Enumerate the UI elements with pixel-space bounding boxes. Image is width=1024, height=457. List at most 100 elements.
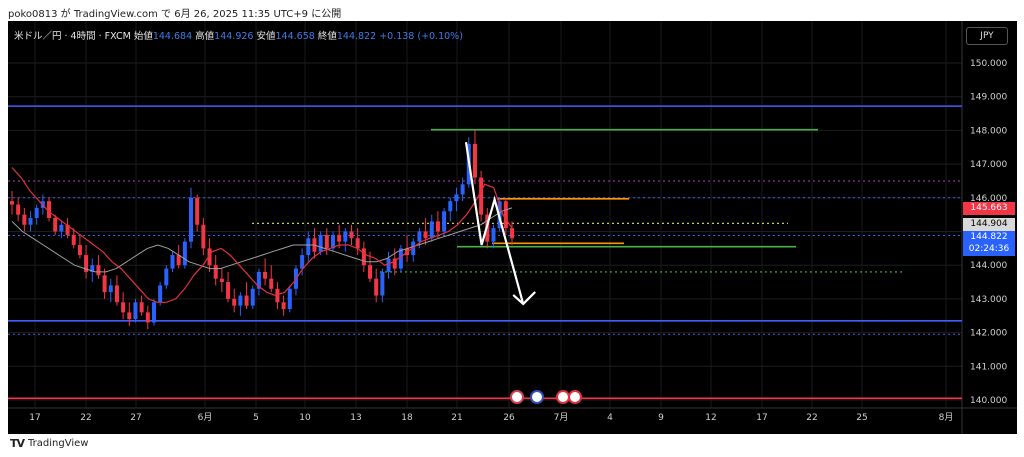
candle-body <box>460 184 465 195</box>
y-tick-label: 143.000 <box>970 295 1007 305</box>
y-tick-label: 147.000 <box>970 160 1007 170</box>
projection-arrow <box>464 142 525 305</box>
candle-body <box>479 177 484 215</box>
ohlc-legend: 米ドル／円 · 4時間 · FXCM 始値144.684 高値144.926 安… <box>14 28 463 42</box>
candle-body <box>10 201 14 205</box>
candle-body <box>102 275 107 293</box>
currency-button[interactable]: JPY <box>966 27 1008 45</box>
candle-body <box>133 302 138 320</box>
candle-body <box>324 234 329 249</box>
candle-body <box>392 258 397 269</box>
candle-body <box>318 234 323 252</box>
candle-body <box>448 201 453 212</box>
y-tick-label: 141.000 <box>970 362 1007 372</box>
candle-body <box>182 241 187 266</box>
candle-body <box>219 278 224 283</box>
candle-body <box>429 221 434 239</box>
candle-body <box>238 295 243 306</box>
candle-body <box>343 231 348 242</box>
candle-body <box>213 265 218 279</box>
candle-body <box>28 218 33 225</box>
candle-body <box>349 231 354 239</box>
candle-body <box>47 201 52 219</box>
x-tick-label: 17 <box>29 413 40 423</box>
change-value: +0.138 (+0.10%) <box>379 31 463 42</box>
x-tick-label: 4 <box>607 413 613 423</box>
y-tick-label: 148.000 <box>970 126 1007 136</box>
candle-body <box>34 207 39 219</box>
candle-body <box>158 285 163 303</box>
candle-body <box>226 282 231 299</box>
x-tick-label: 13 <box>350 413 361 423</box>
candle-body <box>53 218 58 232</box>
candle-body <box>510 228 514 239</box>
candle-body <box>417 231 422 242</box>
y-tick-label: 140.000 <box>970 396 1007 406</box>
candle-body <box>108 285 113 293</box>
candle-body <box>127 312 132 320</box>
candle-body <box>77 244 82 256</box>
candle-body <box>374 278 379 296</box>
candle-body <box>22 214 27 225</box>
candle-body <box>300 255 305 269</box>
y-tick-label: 144.000 <box>970 261 1007 271</box>
y-tick-label: 146.000 <box>970 194 1007 204</box>
candle-body <box>65 224 70 235</box>
candle-body <box>189 197 194 242</box>
candle-body <box>281 302 286 310</box>
open-label: 始値 <box>133 31 153 42</box>
price-tag-current: 144.822 <box>963 231 1015 244</box>
symbol-label: 米ドル／円 · 4時間 · FXCM <box>14 31 131 42</box>
candle-body <box>250 288 255 306</box>
candle-body <box>256 271 261 289</box>
candle-body <box>170 255 175 269</box>
ma-red-line <box>11 167 513 303</box>
candle-body <box>90 265 95 272</box>
x-tick-label: 17 <box>756 413 767 423</box>
price-tag-gray: 144.904 <box>963 218 1015 231</box>
candle-body <box>16 204 21 215</box>
event-flag-icon <box>530 390 544 404</box>
x-tick-label: 8月 <box>939 412 954 423</box>
x-tick-label: 5 <box>253 413 259 423</box>
candle-body <box>411 241 416 256</box>
candle-body <box>121 302 126 313</box>
ma-gray-line <box>11 207 513 273</box>
candle-body <box>423 231 428 239</box>
candle-body <box>491 228 496 242</box>
candle-body <box>275 288 280 303</box>
candle-body <box>398 248 403 269</box>
candle-body <box>114 285 119 303</box>
candle-body <box>368 265 373 279</box>
candle-body <box>201 224 206 249</box>
candle-body <box>386 258 391 272</box>
candle-body <box>306 238 311 256</box>
y-tick-label: 150.000 <box>970 59 1007 69</box>
candle-body <box>139 302 144 313</box>
candle-body <box>84 255 89 272</box>
footer-brand[interactable]: TradingView <box>28 438 89 449</box>
candle-body <box>59 224 64 232</box>
open-value: 144.684 <box>152 31 193 42</box>
high-value: 144.926 <box>214 31 254 42</box>
low-value: 144.658 <box>275 31 315 42</box>
candle-body <box>503 201 508 229</box>
event-flag-icon <box>568 390 582 404</box>
candle-body <box>244 295 249 306</box>
candle-body <box>361 248 366 266</box>
publish-header: poko0813 が TradingView.com で 6月 26, 2025… <box>8 9 342 20</box>
x-tick-label: 9 <box>658 413 664 423</box>
candle-body <box>145 312 150 323</box>
x-tick-label: 25 <box>856 413 867 423</box>
candle-body <box>232 298 237 306</box>
x-tick-label: 21 <box>451 413 462 423</box>
price-tag-countdown: 02:24:36 <box>963 243 1015 256</box>
close-value: 144.822 <box>336 31 377 42</box>
candle-body <box>287 288 292 310</box>
tradingview-logo-icon[interactable]: TV <box>10 437 25 450</box>
candle-body <box>151 302 156 323</box>
projection-arrow-head <box>512 291 536 306</box>
x-tick-label: 27 <box>130 413 141 423</box>
candle-body <box>96 265 101 276</box>
